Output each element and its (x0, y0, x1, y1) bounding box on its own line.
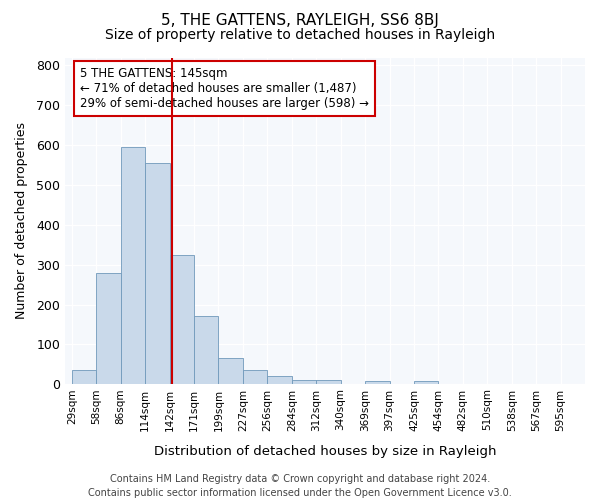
Bar (96, 272, 121, 384)
Text: Size of property relative to detached houses in Rayleigh: Size of property relative to detached ho… (105, 28, 495, 42)
Bar (218, 358, 243, 384)
X-axis label: Distribution of detached houses by size in Rayleigh: Distribution of detached houses by size … (154, 444, 496, 458)
Bar (121, 147, 145, 384)
Bar (365, 381, 389, 384)
Bar (268, 376, 292, 384)
Bar (243, 370, 268, 384)
Bar (414, 381, 439, 384)
Bar (292, 380, 316, 384)
Bar (170, 255, 194, 384)
Bar (316, 380, 341, 384)
Bar (194, 316, 218, 384)
Text: 5 THE GATTENS: 145sqm
← 71% of detached houses are smaller (1,487)
29% of semi-d: 5 THE GATTENS: 145sqm ← 71% of detached … (80, 68, 369, 110)
Text: 5, THE GATTENS, RAYLEIGH, SS6 8BJ: 5, THE GATTENS, RAYLEIGH, SS6 8BJ (161, 12, 439, 28)
Bar (145, 163, 170, 384)
Bar (72, 370, 96, 384)
Text: Contains HM Land Registry data © Crown copyright and database right 2024.
Contai: Contains HM Land Registry data © Crown c… (88, 474, 512, 498)
Y-axis label: Number of detached properties: Number of detached properties (15, 122, 28, 320)
